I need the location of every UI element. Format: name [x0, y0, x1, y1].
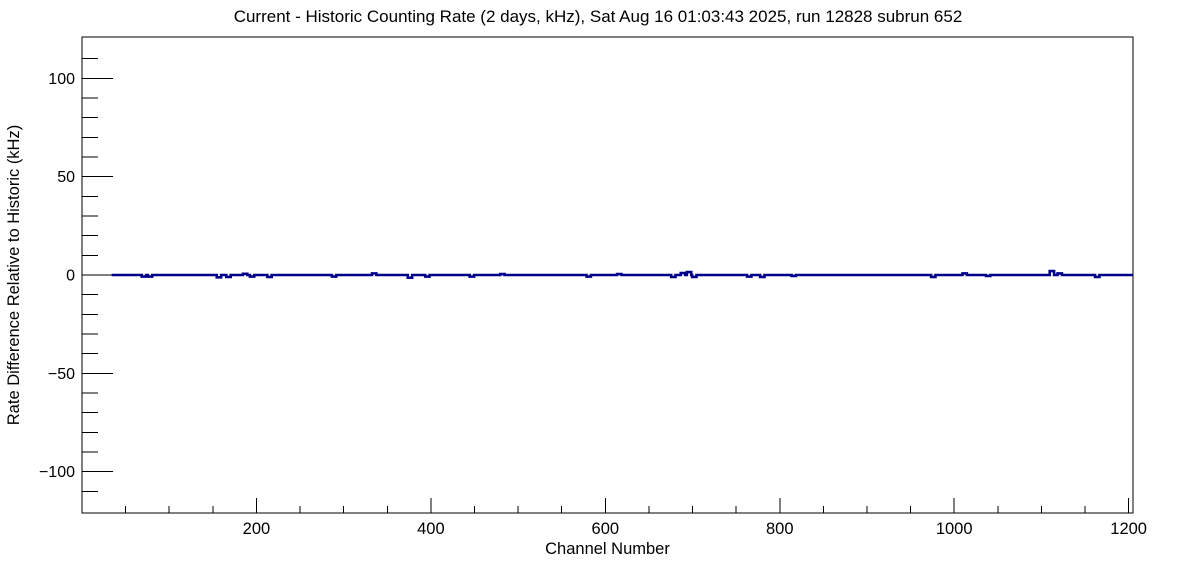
- x-tick-label: 1000: [936, 520, 973, 538]
- chart-title: Current - Historic Counting Rate (2 days…: [233, 7, 963, 26]
- x-tick-label: 800: [766, 520, 794, 538]
- y-tick-label: 50: [57, 169, 75, 186]
- x-tick-label: 600: [592, 520, 620, 538]
- y-tick-label: −50: [48, 366, 75, 383]
- x-axis-title: Channel Number: [545, 540, 670, 558]
- y-tick-label: 0: [66, 268, 75, 285]
- y-tick-label: 100: [48, 71, 75, 88]
- y-tick-label: −100: [39, 464, 75, 481]
- rate-difference-line: [111, 269, 1133, 280]
- x-tick-label: 400: [417, 520, 445, 538]
- x-tick-label: 1200: [1110, 520, 1147, 538]
- x-tick-label: 200: [243, 520, 271, 538]
